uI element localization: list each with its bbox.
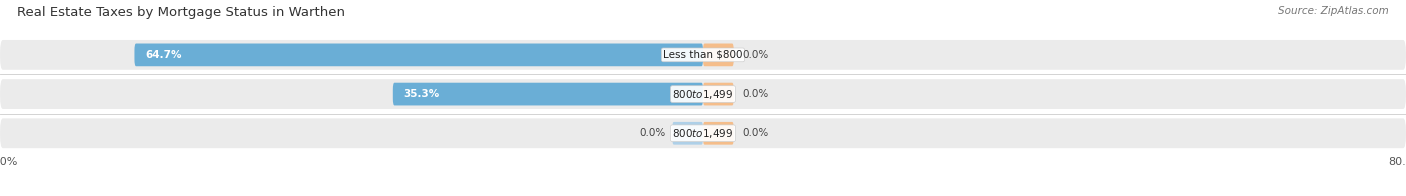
FancyBboxPatch shape xyxy=(135,44,703,66)
Text: 35.3%: 35.3% xyxy=(404,89,440,99)
Text: Real Estate Taxes by Mortgage Status in Warthen: Real Estate Taxes by Mortgage Status in … xyxy=(17,6,344,19)
Text: $800 to $1,499: $800 to $1,499 xyxy=(672,88,734,101)
Text: 0.0%: 0.0% xyxy=(742,50,769,60)
FancyBboxPatch shape xyxy=(703,83,734,105)
FancyBboxPatch shape xyxy=(0,118,1406,148)
Text: 0.0%: 0.0% xyxy=(742,128,769,138)
FancyBboxPatch shape xyxy=(672,122,703,145)
Text: 64.7%: 64.7% xyxy=(145,50,181,60)
FancyBboxPatch shape xyxy=(703,122,734,145)
FancyBboxPatch shape xyxy=(703,44,734,66)
Text: Less than $800: Less than $800 xyxy=(664,50,742,60)
Text: Source: ZipAtlas.com: Source: ZipAtlas.com xyxy=(1278,6,1389,16)
FancyBboxPatch shape xyxy=(0,79,1406,109)
Text: $800 to $1,499: $800 to $1,499 xyxy=(672,127,734,140)
Text: 0.0%: 0.0% xyxy=(742,89,769,99)
Text: 0.0%: 0.0% xyxy=(638,128,665,138)
FancyBboxPatch shape xyxy=(392,83,703,105)
FancyBboxPatch shape xyxy=(0,40,1406,70)
